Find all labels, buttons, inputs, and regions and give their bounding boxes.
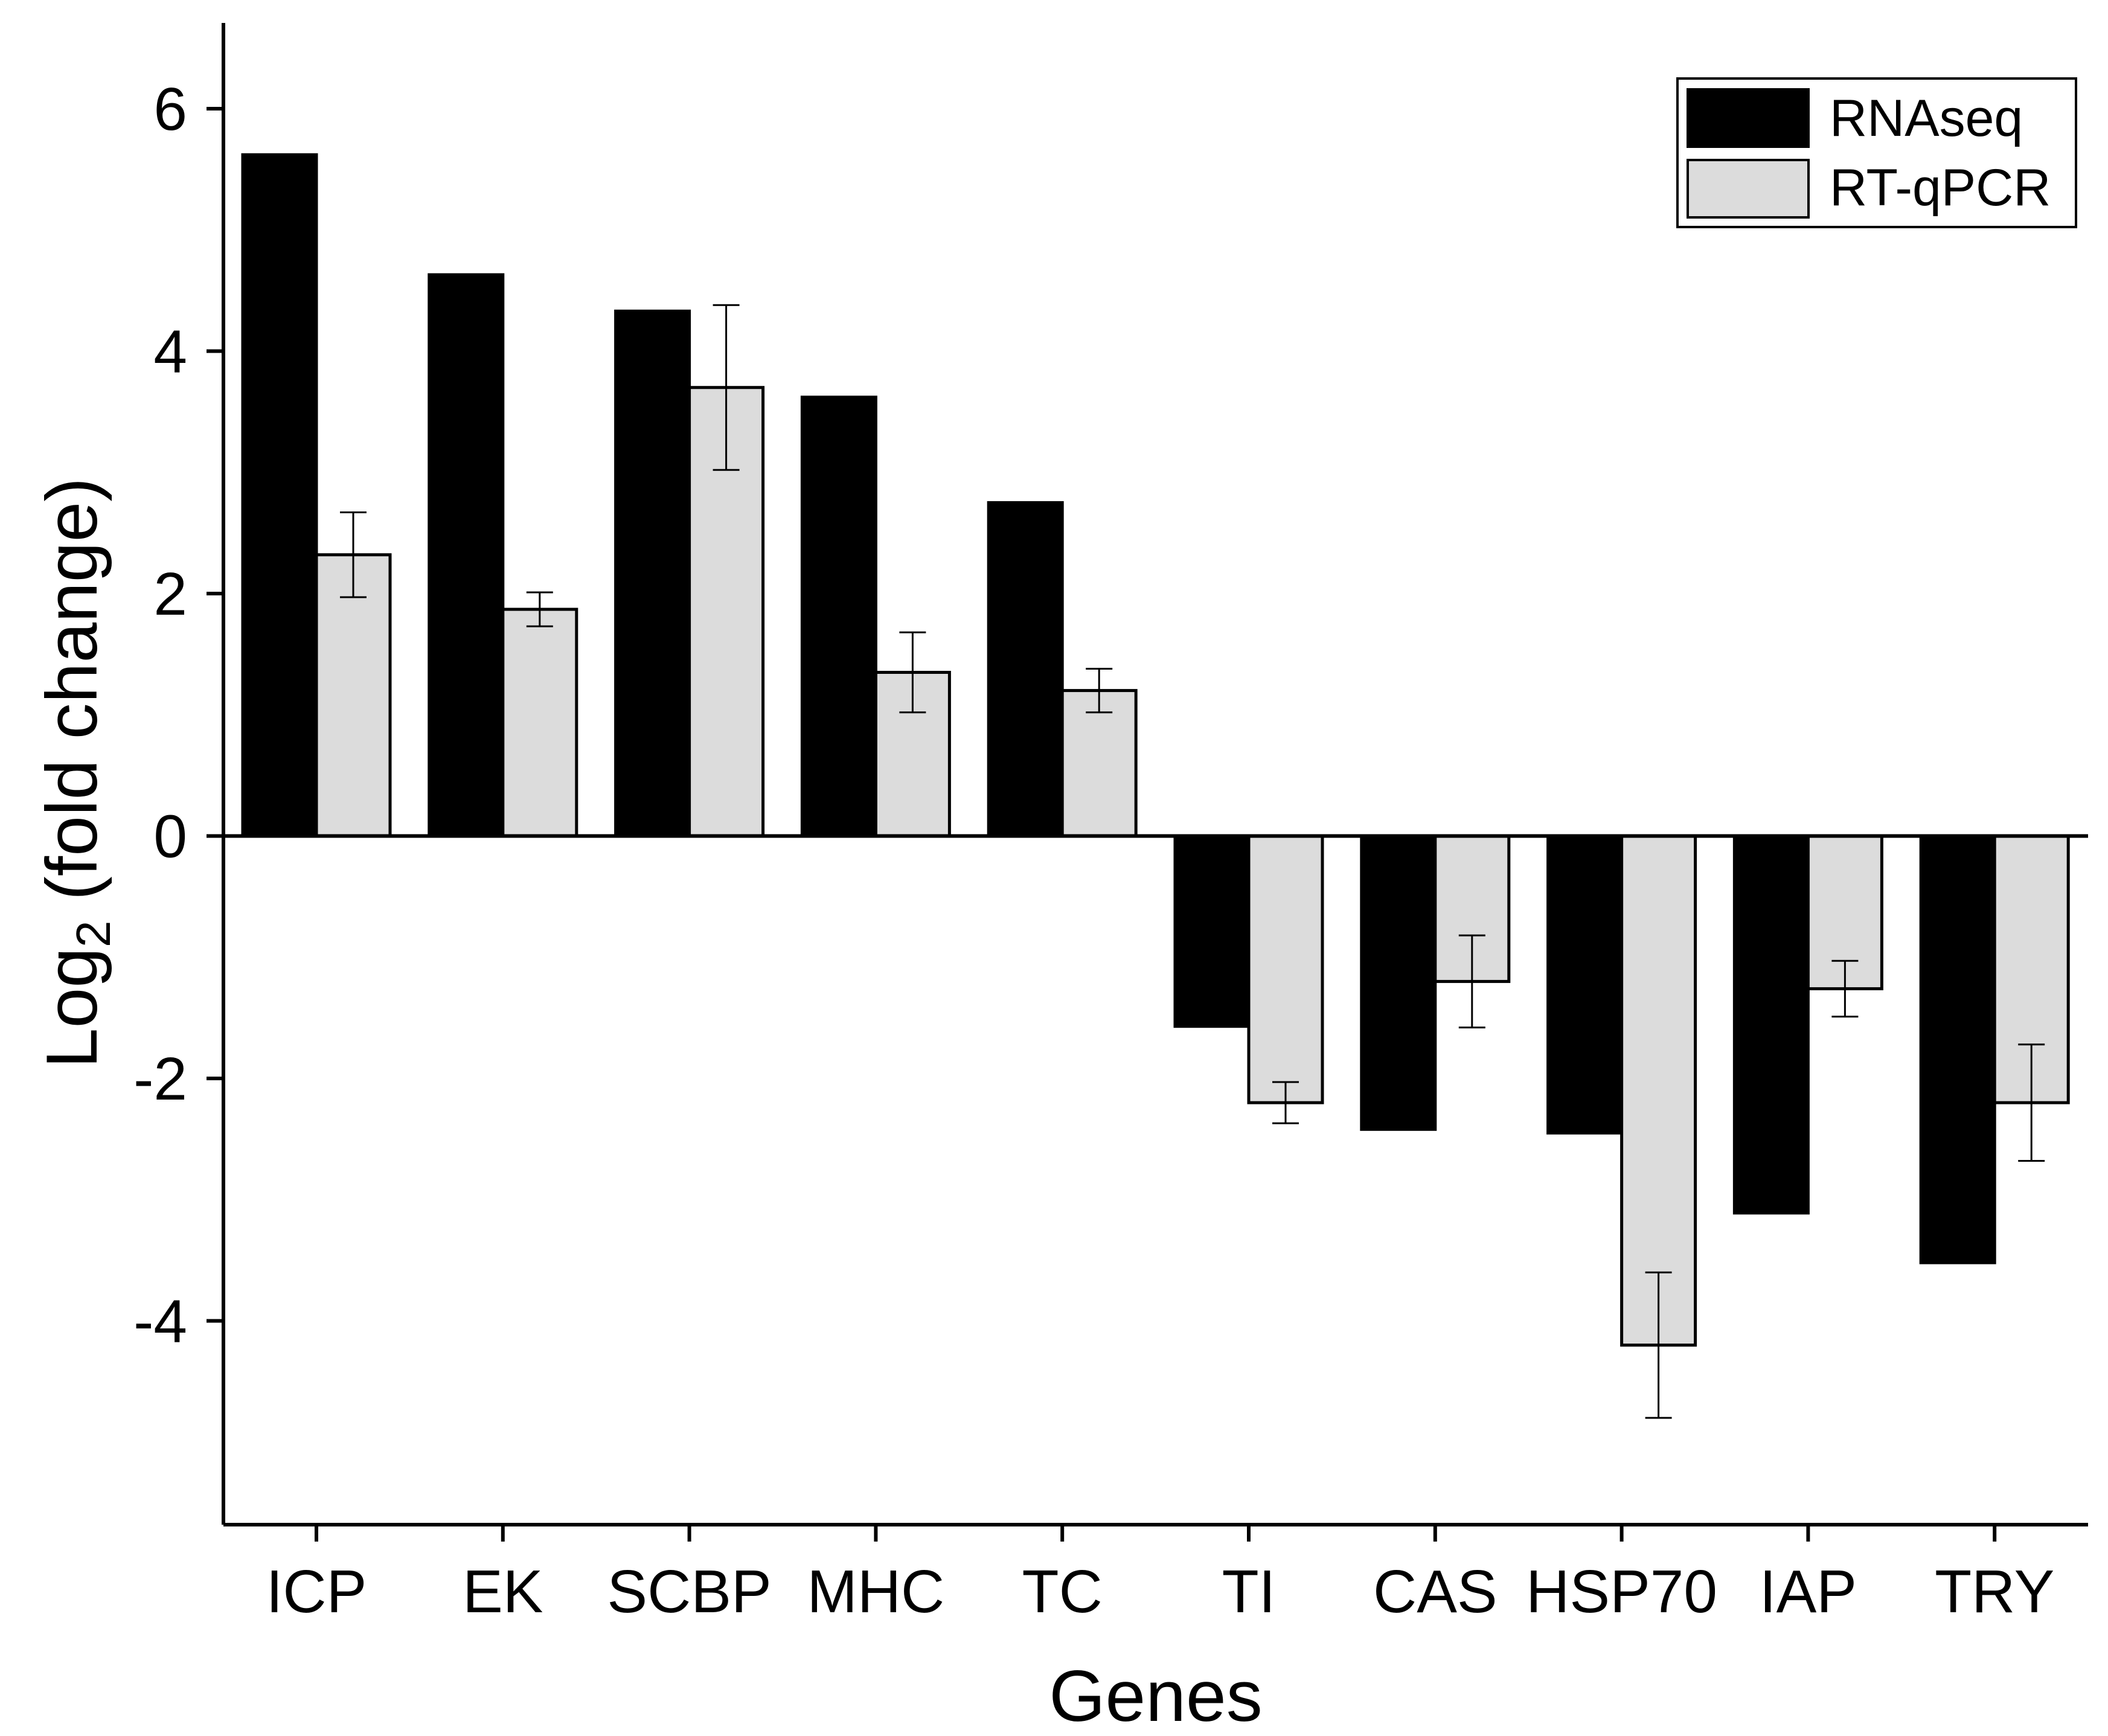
legend: RNAseq RT-qPCR <box>1676 77 2077 228</box>
legend-swatch-rtqpcr <box>1687 159 1810 219</box>
x-tick-label-cas: CAS <box>1373 1558 1498 1625</box>
legend-swatch-rnaseq <box>1687 88 1810 148</box>
legend-label-rnaseq: RNAseq <box>1830 89 2023 147</box>
y-axis-title: Log2 (fold change) <box>31 478 120 1069</box>
bar-rnaseq-try <box>1919 834 1996 1264</box>
bar-rnaseq-cas <box>1360 834 1437 1131</box>
bar-rnaseq-hsp70 <box>1546 834 1624 1135</box>
x-ticks: ICP EK SCBP MHC TC TI CAS HSP70 IAP TRY <box>266 1525 2054 1625</box>
legend-label-rtqpcr: RT-qPCR <box>1830 159 2051 217</box>
bar-rnaseq-ek <box>428 273 505 838</box>
bar-rnaseq-mhc <box>800 396 877 838</box>
y-axis-title-suffix: (fold change) <box>31 478 112 921</box>
bar-rnaseq-icp <box>241 153 318 838</box>
x-tick-label-tc: TC <box>1022 1558 1103 1625</box>
bars-layer <box>241 153 2070 1347</box>
error-bars-layer <box>340 304 2045 1419</box>
x-tick-label-mhc: MHC <box>807 1558 945 1625</box>
bar-rtqpcr-ti <box>1247 834 1324 1104</box>
bar-rtqpcr-ek <box>501 607 578 838</box>
x-tick-label-iap: IAP <box>1760 1558 1857 1625</box>
y-tick-label: 6 <box>153 75 187 143</box>
y-tick-label: 4 <box>153 318 187 386</box>
bar-rtqpcr-hsp70 <box>1620 834 1697 1347</box>
x-tick-label-icp: ICP <box>266 1558 367 1625</box>
y-axis-title-prefix: Log <box>31 947 112 1068</box>
y-tick-label: 2 <box>153 560 187 628</box>
x-axis-title: Genes <box>1049 1656 1263 1736</box>
bar-rnaseq-scbp <box>614 309 691 838</box>
y-axis-title-subscript: 2 <box>66 921 120 948</box>
x-tick-label-try: TRY <box>1935 1558 2054 1625</box>
y-ticks: 6 4 2 0 -2 -4 <box>133 75 223 1356</box>
x-tick-label-ek: EK <box>463 1558 543 1625</box>
y-tick-label: -4 <box>133 1288 187 1356</box>
bar-rnaseq-ti <box>1173 834 1251 1028</box>
y-tick-label: -2 <box>133 1045 187 1113</box>
x-tick-label-scbp: SCBP <box>607 1558 771 1625</box>
x-tick-label-ti: TI <box>1222 1558 1276 1625</box>
bar-rnaseq-tc <box>987 501 1064 838</box>
bar-rnaseq-iap <box>1732 834 1810 1215</box>
y-tick-label: 0 <box>153 803 187 871</box>
x-tick-label-hsp70: HSP70 <box>1526 1558 1717 1625</box>
